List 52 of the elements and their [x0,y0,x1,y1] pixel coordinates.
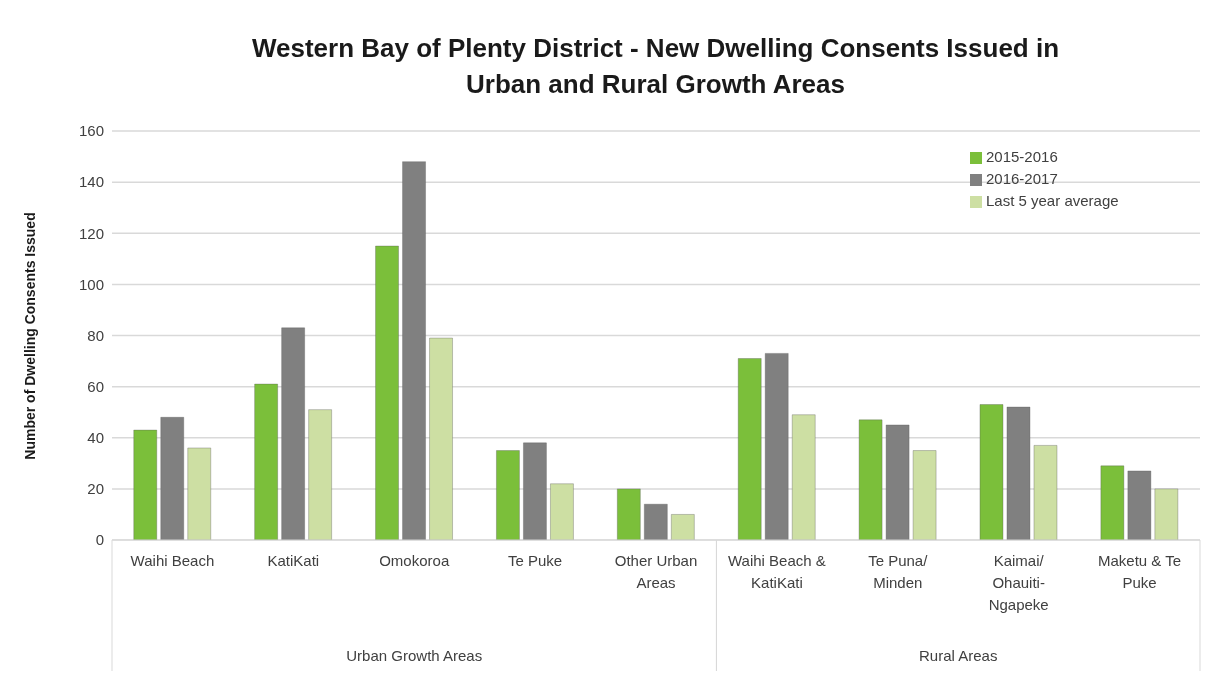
legend-label: 2016-2017 [986,170,1058,187]
legend-label: Last 5 year average [986,192,1119,209]
bar [1154,488,1179,540]
y-tick-label: 120 [78,224,104,242]
bar [670,513,695,540]
y-tick-label: 140 [78,173,104,191]
bar [495,450,520,540]
bar [522,442,547,540]
y-tick-label: 60 [87,377,104,395]
bar [764,352,789,540]
y-tick-label: 40 [87,429,104,447]
bar [402,161,427,540]
bar [160,416,185,540]
y-tick-label: 20 [87,480,104,498]
bar [187,447,212,540]
bar [133,429,158,540]
x-tick-label: Te Puke [508,552,563,569]
bar [791,414,816,540]
x-tick-label: Other Urban Areas [614,552,698,591]
bar [858,419,883,540]
bar [1127,470,1152,540]
bar [737,358,762,540]
bar [308,409,333,540]
x-tick-label: Waihi Beach [130,552,215,569]
bar [616,488,641,540]
bar [1006,406,1031,540]
text: Urban Growth Areas [346,647,483,664]
x-tick-label: Omokoroa [379,552,450,569]
bar [912,450,937,540]
bar [281,327,306,540]
bar [643,503,668,540]
y-tick-label: 100 [78,275,104,293]
x-tick-label: Kaimai/ Ohauiti-Ngapeke [988,552,1049,613]
x-tick-label: KatiKati [267,552,320,569]
bar [375,245,400,540]
bar [549,483,574,540]
bar [1033,444,1058,540]
x-tick-label: Maketu & Te Puke [1098,552,1182,591]
y-tick-label: 0 [95,531,104,549]
bar [1100,465,1125,540]
x-tick-label: Waihi Beach & KatiKati [727,552,826,591]
y-tick-label: 80 [87,326,104,344]
text: Rural Areas [919,647,998,664]
y-axis-title: Number of Dwelling Consents Issued [22,211,38,460]
chart-title: Western Bay of Plenty District - New Dwelling Consents Issued in Urban and Rural Growth Areas [250,32,1061,101]
bar [979,404,1004,540]
legend-label: 2015-2016 [986,148,1058,165]
bar [885,424,910,540]
bar [429,337,454,540]
y-tick-label: 160 [78,122,104,140]
x-tick-label: Te Puna/ Minden [868,552,929,591]
bar [254,383,279,540]
